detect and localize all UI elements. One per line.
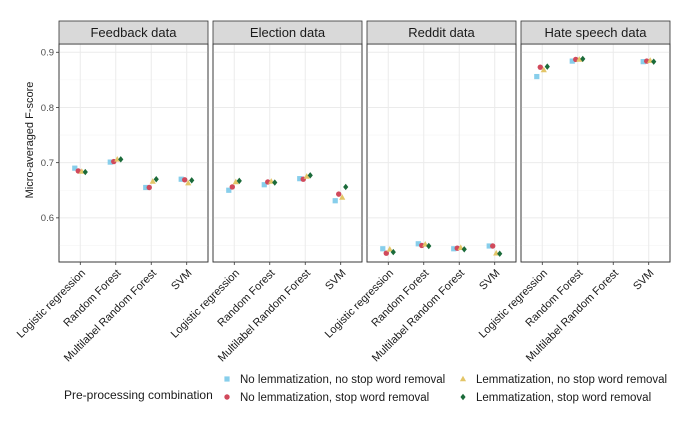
data-point [182, 177, 188, 183]
data-point [386, 246, 393, 252]
data-point [118, 156, 124, 163]
facet-title: Election data [250, 25, 326, 40]
data-point [307, 172, 313, 179]
data-point [303, 173, 310, 179]
y-tick-label: 0.9 [41, 48, 54, 59]
data-point [343, 183, 349, 191]
y-tick-label: 0.8 [41, 103, 54, 114]
data-point [178, 176, 184, 182]
data-point [651, 58, 657, 65]
data-point [390, 248, 396, 256]
x-tick-label: SVM [477, 267, 502, 292]
legend-label: Lemmatization, no stop word removal [476, 374, 667, 386]
legend-key [224, 376, 230, 382]
data-point [497, 250, 503, 257]
legend-item: No lemmatization, no stop word removal [224, 374, 445, 386]
data-point [189, 177, 195, 184]
facet-strip [58, 20, 209, 45]
legend-item: Lemmatization, no stop word removal [459, 374, 667, 386]
facet-title: Hate speech data [545, 25, 648, 40]
legend-title: Pre-processing combination [64, 388, 213, 402]
legend-key [224, 394, 230, 400]
data-point [336, 191, 342, 197]
legend-item: No lemmatization, stop word removal [224, 392, 429, 404]
data-point [380, 246, 386, 252]
data-point [332, 198, 338, 204]
data-point [272, 179, 278, 186]
facet-title: Feedback data [90, 25, 177, 40]
x-tick-label: SVM [323, 267, 348, 292]
data-point [540, 66, 547, 73]
panel-background [520, 43, 671, 263]
data-point [232, 178, 239, 185]
data-point [114, 156, 121, 162]
data-point [544, 63, 550, 70]
x-tick-label: SVM [631, 267, 656, 292]
legend-key [460, 393, 466, 401]
panel-background [366, 43, 517, 263]
legend-label: No lemmatization, no stop word removal [240, 374, 445, 386]
data-point [297, 176, 303, 182]
data-point [261, 182, 267, 188]
data-point [426, 242, 432, 250]
data-point [490, 243, 496, 249]
data-point [149, 178, 156, 184]
panel-background [58, 43, 209, 263]
data-point [534, 73, 540, 80]
data-point [383, 250, 389, 256]
data-point [576, 56, 583, 62]
data-point [569, 58, 575, 64]
data-point [486, 243, 492, 249]
data-point [226, 187, 232, 193]
facet-strip [212, 20, 363, 45]
data-point [146, 184, 152, 191]
y-axis: 0.6 0.7 0.8 0.9 [41, 48, 59, 224]
data-point [537, 64, 543, 70]
data-point [580, 55, 586, 63]
legend-key [459, 375, 467, 382]
data-point [640, 59, 646, 65]
legend-item: Lemmatization, stop word removal [460, 392, 651, 404]
data-point [339, 194, 346, 200]
facet-strip [520, 20, 671, 45]
facet-title: Reddit data [408, 25, 475, 40]
data-point [185, 179, 192, 186]
legend-label: No lemmatization, stop word removal [240, 392, 429, 404]
panel-background [212, 43, 363, 263]
data-point [72, 165, 78, 171]
data-point [82, 168, 88, 176]
data-point [153, 176, 159, 183]
data-point [229, 184, 235, 190]
data-point [415, 241, 421, 247]
data-point [107, 159, 113, 165]
y-tick-label: 0.6 [41, 213, 54, 224]
y-axis-title: Micro-averaged F-score [24, 82, 36, 199]
x-tick-label: SVM [169, 267, 194, 292]
data-point [419, 242, 425, 249]
data-point [143, 184, 149, 191]
legend: Pre-processing combination No lemmatizat… [64, 374, 667, 404]
data-point [461, 246, 467, 253]
y-tick-label: 0.7 [41, 158, 54, 169]
legend-label: Lemmatization, stop word removal [476, 392, 651, 404]
data-point [451, 246, 457, 252]
data-point [236, 177, 242, 185]
facet-strip [366, 20, 517, 45]
